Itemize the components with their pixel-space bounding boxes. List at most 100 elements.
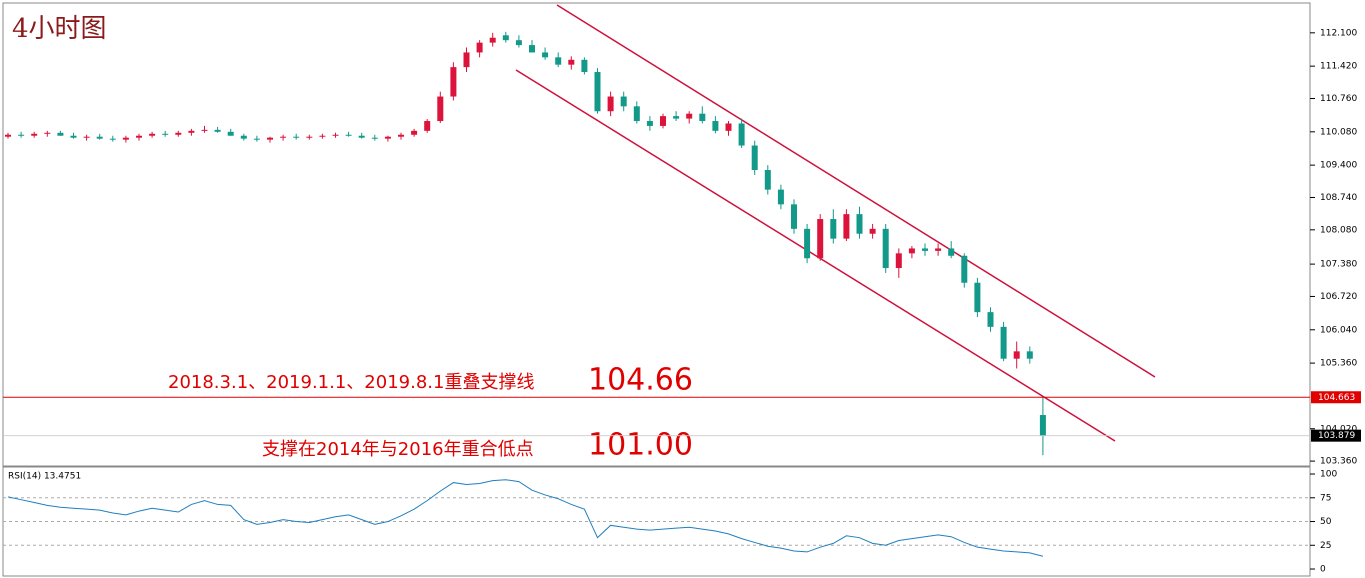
candle-body [673,116,680,119]
price-tag-label: 104.663 [1318,393,1355,403]
candle-body [908,248,915,254]
candle-body [804,228,811,259]
candle-body [515,40,522,46]
candle-body [136,135,142,138]
candle-body [437,96,444,122]
candle-body [398,134,404,137]
candle-body [935,248,942,251]
candle-body [5,134,11,137]
y-tick-label: 104.020 [1320,424,1357,434]
candle-body [109,138,116,140]
candle-body [882,228,889,269]
candle-body [227,131,234,136]
y-tick-label: 110.760 [1320,94,1357,104]
candle-body [201,129,208,131]
candle-body [791,204,797,229]
candle-body [646,121,653,126]
candle-body [253,138,260,140]
candle-body [489,37,496,43]
candle-body [738,123,745,146]
candle-body [529,45,535,53]
candle-body [162,133,169,135]
candle-body [699,113,706,122]
candle-body [18,134,25,136]
candle-body [922,248,928,251]
price-tag [1311,429,1361,442]
candle-body [660,116,666,126]
candle-body [175,132,182,135]
candle-body [725,123,732,131]
main-panel [2,2,1311,467]
y-tick-label: 105.360 [1320,359,1357,369]
annotation: 支撑在2014年与2016年重合低点 [262,439,534,460]
candle-body [384,136,391,139]
candle-body [188,130,195,133]
y-tick-label: 106.720 [1320,292,1357,302]
candle-body [476,42,483,53]
y-tick-label: 103.360 [1320,457,1357,467]
candle-body [149,133,156,136]
candle-body [1026,351,1033,359]
chart-title: 4小时图 [12,14,107,44]
candle-body [463,52,470,68]
candle-body [1013,351,1020,359]
candle-body [1000,326,1007,359]
y-tick-label: 100 [1320,470,1337,480]
candle-body [974,282,981,313]
candle-body [830,219,837,239]
y-tick-label: 0 [1320,565,1326,575]
candle-body [817,219,824,259]
y-tick-label: 110.080 [1320,127,1357,137]
candle-body [594,72,601,112]
rsi-title: RSI(14) 13.4751 [8,472,81,482]
y-tick-label: 112.100 [1320,28,1357,38]
candle-body [620,96,627,107]
candle-body [987,312,994,327]
trendline [515,69,1116,442]
candle-body [293,136,300,138]
candle-body [83,136,90,138]
y-tick-label: 50 [1320,517,1332,527]
y-tick-label: 109.400 [1320,161,1357,171]
candle-body [502,35,509,41]
candle-body [70,135,77,138]
y-tick-label: 106.040 [1320,325,1357,335]
y-tick-label: 108.740 [1320,193,1357,203]
price-tag-label: 103.879 [1318,431,1355,441]
candle-body [306,136,313,138]
candle-body [856,214,863,234]
candle-body [267,137,273,140]
candle-body [1039,415,1046,436]
candle-body [450,67,457,97]
y-tick-label: 111.420 [1320,62,1357,72]
candle-body [712,121,719,131]
candle-body [764,170,771,190]
candle-body [686,113,693,119]
trendline [556,4,1156,378]
candle-body [424,121,431,131]
candle-body [280,136,287,138]
candle-body [961,255,968,283]
candle-body [345,134,352,136]
candle-body [948,248,955,256]
y-tick-label: 25 [1320,541,1331,551]
candle-body [542,52,549,58]
candle-body [411,130,418,135]
candle-body [214,129,221,132]
annotation-value: 104.66 [588,363,693,398]
candle-body [633,106,640,122]
candle-body [843,214,850,239]
candle-body [96,136,103,139]
y-tick-label: 108.080 [1320,225,1357,235]
candle-body [869,228,876,234]
candle-body [607,96,614,112]
candle-body [777,189,784,205]
price-tag [1311,391,1361,404]
candle-body [358,135,365,138]
annotation: 2018.3.1、2019.1.1、2019.8.1重叠支撑线 [168,372,534,393]
candle-body [319,135,326,137]
candle-body [895,253,902,269]
y-tick-label: 107.380 [1320,260,1357,270]
candle-body [122,137,129,140]
annotation-value: 101.00 [588,428,693,463]
